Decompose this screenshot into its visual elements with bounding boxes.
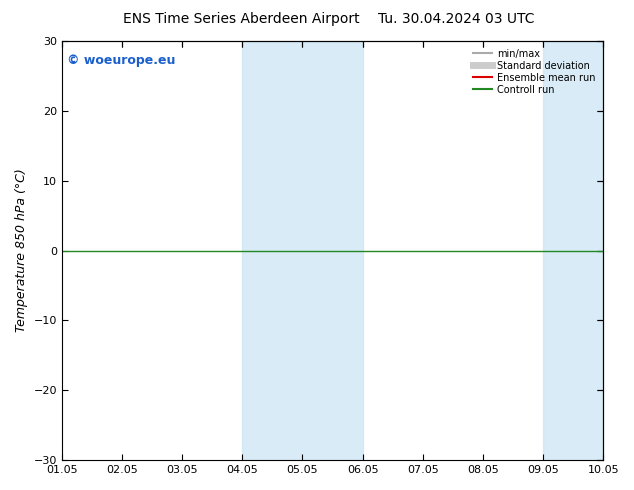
Text: Tu. 30.04.2024 03 UTC: Tu. 30.04.2024 03 UTC (378, 12, 534, 26)
Bar (242, 41, 363, 460)
Text: ENS Time Series Aberdeen Airport: ENS Time Series Aberdeen Airport (122, 12, 359, 26)
Legend: min/max, Standard deviation, Ensemble mean run, Controll run: min/max, Standard deviation, Ensemble me… (470, 46, 598, 98)
Bar (543, 41, 633, 460)
Y-axis label: Temperature 850 hPa (°C): Temperature 850 hPa (°C) (15, 169, 28, 333)
Text: © woeurope.eu: © woeurope.eu (67, 53, 176, 67)
